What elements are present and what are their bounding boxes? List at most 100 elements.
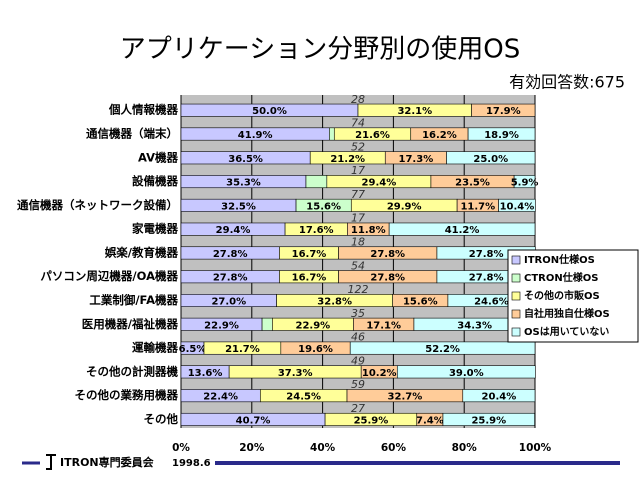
value-label: 29.4%	[362, 178, 397, 189]
legend-label: その他の市販OS	[524, 289, 600, 302]
legend-swatch	[511, 309, 521, 319]
bar-segment	[305, 175, 328, 189]
value-label: 25.9%	[471, 415, 506, 426]
count-label: 52	[351, 140, 365, 153]
value-label: 11.7%	[460, 201, 495, 212]
count-label: 17	[351, 164, 365, 177]
count-label: 54	[351, 259, 365, 272]
value-label: 52.2%	[425, 344, 460, 355]
category-label: パソコン周辺機器/OA機器	[40, 269, 178, 283]
value-label: 5.9%	[511, 178, 539, 189]
category-label: 個人情報機器	[108, 103, 178, 117]
legend-swatch	[511, 255, 521, 265]
bar-segment	[513, 175, 536, 189]
value-label: 27.8%	[469, 249, 504, 260]
legend	[507, 249, 639, 343]
date: 1998.6	[172, 458, 211, 469]
value-label: 41.2%	[445, 225, 480, 236]
value-label: 39.0%	[449, 368, 484, 379]
category-label: 設備機器	[132, 174, 178, 188]
value-label: 20.4%	[482, 392, 517, 403]
value-label: 11.8%	[351, 225, 386, 236]
bar-segment	[329, 127, 335, 141]
value-label: 22.9%	[204, 320, 239, 331]
value-label: 10.2%	[362, 368, 397, 379]
bar-segment	[446, 151, 536, 165]
logo	[46, 454, 56, 470]
value-label: 32.8%	[317, 297, 352, 308]
bar-segment	[261, 317, 273, 331]
value-label: 22.4%	[203, 392, 238, 403]
category-label: 家電機器	[132, 222, 178, 236]
bar-segment	[498, 198, 536, 212]
bar-segment	[396, 365, 536, 379]
count-label: 18	[351, 235, 365, 248]
value-label: 25.9%	[354, 415, 389, 426]
chart-subtitle: 有効回答数:675	[509, 73, 625, 92]
value-label: 36.5%	[228, 154, 263, 165]
count-label: 122	[348, 283, 369, 296]
x-tick-label: 80%	[452, 442, 478, 454]
x-tick-label: 100%	[519, 442, 552, 454]
value-label: 27.0%	[211, 297, 246, 308]
value-label: 24.6%	[474, 297, 509, 308]
value-label: 34.3%	[457, 320, 492, 331]
legend-swatch	[511, 273, 521, 283]
value-label: 25.0%	[473, 154, 508, 165]
category-label: AV機器	[138, 150, 179, 164]
value-label: 21.2%	[330, 154, 365, 165]
bar-segment	[349, 341, 536, 355]
category-label: 通信機器（ネットワーク設備）	[17, 198, 178, 212]
count-label: 28	[351, 93, 365, 106]
legend-label: OSは用いていない	[524, 326, 609, 338]
value-label: 16.7%	[292, 249, 327, 260]
count-label: 17	[351, 212, 365, 225]
x-tick-label: 20%	[239, 442, 265, 454]
category-label: 運輸機器	[132, 341, 178, 355]
count-label: 74	[351, 117, 365, 130]
value-label: 27.8%	[213, 249, 248, 260]
value-label: 17.9%	[486, 106, 521, 117]
value-label: 32.1%	[397, 106, 432, 117]
value-label: 6.5%	[179, 344, 207, 355]
category-label: 医用機器/福祉機器	[82, 317, 179, 331]
value-label: 50.0%	[252, 106, 287, 117]
value-label: 15.6%	[403, 297, 438, 308]
legend-label: ITRON仕様OS	[524, 253, 595, 266]
bar-segment	[388, 222, 536, 236]
value-label: 41.9%	[238, 130, 273, 141]
chart-title: アプリケーション分野別の使用OS	[120, 35, 520, 65]
x-tick-label: 0%	[172, 442, 190, 454]
count-label: 35	[351, 307, 365, 320]
legend-label: 自社用独自仕様OS	[524, 307, 610, 320]
value-label: 16.7%	[292, 273, 327, 284]
legend-label: CTRON仕様OS	[524, 271, 598, 284]
value-label: 17.1%	[366, 320, 401, 331]
value-label: 27.8%	[370, 273, 405, 284]
value-label: 21.6%	[355, 130, 390, 141]
x-tick-label: 40%	[310, 442, 336, 454]
value-label: 15.6%	[306, 201, 341, 212]
bar-segment	[467, 127, 536, 141]
x-tick-label: 60%	[381, 442, 407, 454]
value-label: 7.4%	[416, 415, 444, 426]
value-label: 32.5%	[221, 201, 256, 212]
value-label: 32.7%	[388, 392, 423, 403]
value-label: 29.9%	[387, 201, 422, 212]
category-label: 娯楽/教育機器	[105, 245, 179, 259]
value-label: 29.4%	[216, 225, 251, 236]
value-label: 27.8%	[469, 273, 504, 284]
value-label: 24.5%	[286, 392, 321, 403]
value-label: 17.6%	[299, 225, 334, 236]
value-label: 23.5%	[455, 178, 490, 189]
count-label: 49	[351, 354, 365, 367]
category-label: その他の業務用機器	[75, 388, 179, 402]
value-label: 13.6%	[188, 368, 223, 379]
value-label: 35.3%	[226, 178, 261, 189]
footer: ITRON専門委員会	[60, 455, 155, 469]
value-label: 22.9%	[296, 320, 331, 331]
value-label: 19.6%	[298, 344, 333, 355]
value-label: 10.4%	[500, 201, 535, 212]
legend-swatch	[511, 327, 521, 337]
